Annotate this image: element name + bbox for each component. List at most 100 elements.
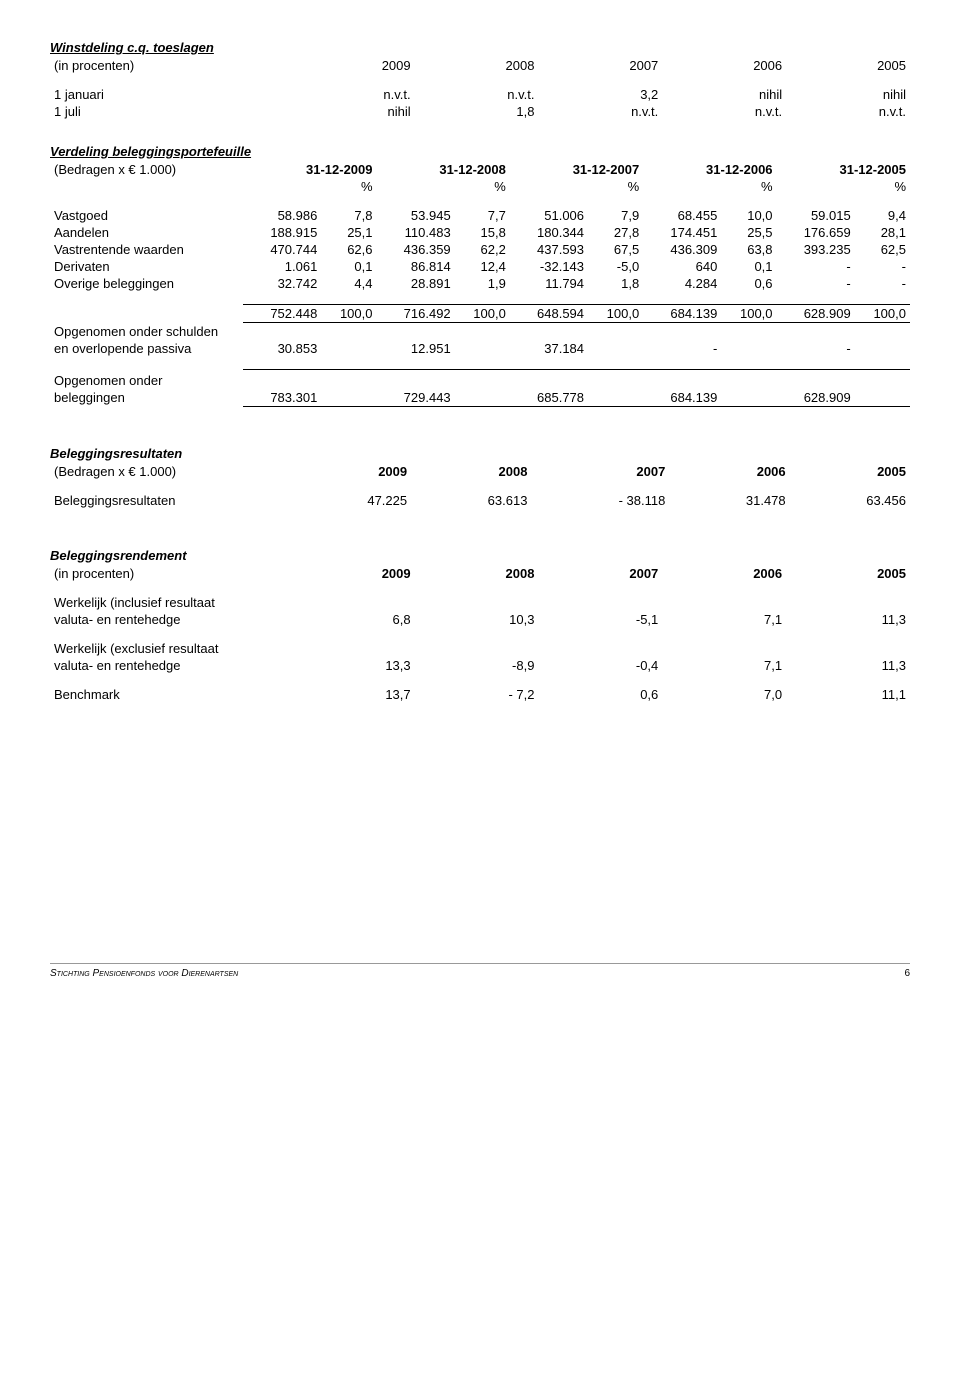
cell: 53.945	[377, 207, 455, 224]
footer-org: Stichting Pensioenfonds voor Dierenartse…	[50, 968, 238, 979]
cell: 13,3	[291, 657, 415, 674]
bedrag-label: (Bedragen x € 1.000)	[50, 463, 291, 480]
cell: 32.742	[243, 275, 321, 292]
cell: 0,1	[721, 258, 776, 275]
cell: 62,2	[455, 241, 510, 258]
cell: 51.006	[510, 207, 588, 224]
cell: 640	[643, 258, 721, 275]
cell: 110.483	[377, 224, 455, 241]
year-header: 2005	[786, 565, 910, 582]
cell: 7,1	[662, 611, 786, 628]
row-label: valuta- en rentehedge	[50, 611, 291, 628]
row-label: Derivaten	[50, 258, 243, 275]
cell: -0,4	[538, 657, 662, 674]
row-label: Opgenomen onder schulden	[50, 323, 243, 340]
year-header: 2007	[531, 463, 669, 480]
year-header: 2005	[790, 463, 910, 480]
cell: 12,4	[455, 258, 510, 275]
section-title-verdeling: Verdeling beleggingsportefeuille	[50, 144, 910, 159]
cell: n.v.t.	[786, 103, 910, 120]
cell: 25,5	[721, 224, 776, 241]
cell: 436.309	[643, 241, 721, 258]
row-label: beleggingen	[50, 389, 243, 407]
cell: 100,0	[588, 305, 643, 323]
cell: 436.359	[377, 241, 455, 258]
table-row: Werkelijk (exclusief resultaat	[50, 640, 910, 657]
cell: nihil	[662, 86, 786, 103]
year-header: 2008	[411, 463, 531, 480]
cell: 684.139	[643, 389, 721, 407]
cell: - 38.118	[531, 492, 669, 509]
cell: 31.478	[669, 492, 789, 509]
table-row: Benchmark13,7- 7,20,67,011,1	[50, 686, 910, 703]
cell: 1,9	[455, 275, 510, 292]
row-label: 1 januari	[50, 86, 291, 103]
in-procenten-label: (in procenten)	[50, 565, 291, 582]
rendement-table: (in procenten) 2009 2008 2007 2006 2005 …	[50, 565, 910, 703]
cell: 0,1	[321, 258, 376, 275]
year-header: 2008	[415, 57, 539, 74]
pct-header: %	[855, 178, 910, 195]
cell: 62,6	[321, 241, 376, 258]
row-label: Werkelijk (inclusief resultaat	[50, 594, 291, 611]
row-label: valuta- en rentehedge	[50, 657, 291, 674]
year-header: 2008	[415, 565, 539, 582]
cell: 9,4	[855, 207, 910, 224]
cell: -5,0	[588, 258, 643, 275]
section-title-rendement: Beleggingsrendement	[50, 548, 910, 563]
cell: n.v.t.	[415, 86, 539, 103]
table-row: Overige beleggingen32.7424,428.8911,911.…	[50, 275, 910, 292]
table-row: Vastrentende waarden470.74462,6436.35962…	[50, 241, 910, 258]
pct-header: %	[321, 178, 376, 195]
verdeling-table: (Bedragen x € 1.000) 31-12-2009 31-12-20…	[50, 161, 910, 407]
cell: 685.778	[510, 389, 588, 407]
cell: 15,8	[455, 224, 510, 241]
table-row: 1 januari n.v.t. n.v.t. 3,2 nihil nihil	[50, 86, 910, 103]
row-label: en overlopende passiva	[50, 340, 243, 357]
winstdeling-table: (in procenten) 2009 2008 2007 2006 2005 …	[50, 57, 910, 120]
cell: n.v.t.	[291, 86, 415, 103]
bedrag-label: (Bedragen x € 1.000)	[50, 161, 243, 178]
cell: - 7,2	[415, 686, 539, 703]
cell: 100,0	[855, 305, 910, 323]
cell: 628.909	[777, 389, 855, 407]
page-footer: Stichting Pensioenfonds voor Dierenartse…	[50, 963, 910, 979]
total-row: beleggingen 783.301 729.443 685.778 684.…	[50, 389, 910, 407]
cell: -	[777, 275, 855, 292]
cell: 100,0	[721, 305, 776, 323]
date-header: 31-12-2009	[243, 161, 376, 178]
cell: -32.143	[510, 258, 588, 275]
section-title-winstdeling: Winstdeling c.q. toeslagen	[50, 40, 910, 55]
year-header: 2006	[669, 463, 789, 480]
cell: 30.853	[243, 340, 321, 357]
cell: 1,8	[588, 275, 643, 292]
cell: 100,0	[321, 305, 376, 323]
table-row: en overlopende passiva 30.853 12.951 37.…	[50, 340, 910, 357]
table-row: 1 juli nihil 1,8 n.v.t. n.v.t. n.v.t.	[50, 103, 910, 120]
year-header: 2009	[291, 565, 415, 582]
date-header: 31-12-2007	[510, 161, 643, 178]
cell: 37.184	[510, 340, 588, 357]
year-header: 2009	[291, 57, 415, 74]
cell: 176.659	[777, 224, 855, 241]
cell: 684.139	[643, 305, 721, 323]
row-label: Werkelijk (exclusief resultaat	[50, 640, 291, 657]
resultaten-table: (Bedragen x € 1.000) 2009 2008 2007 2006…	[50, 463, 910, 509]
row-label: Overige beleggingen	[50, 275, 243, 292]
pct-header: %	[455, 178, 510, 195]
cell: 47.225	[291, 492, 411, 509]
subtotal-row: 752.448 100,0 716.492 100,0 648.594 100,…	[50, 305, 910, 323]
cell: 628.909	[777, 305, 855, 323]
cell: 10,3	[415, 611, 539, 628]
year-header: 2006	[662, 565, 786, 582]
cell: 716.492	[377, 305, 455, 323]
cell: 27,8	[588, 224, 643, 241]
cell: nihil	[291, 103, 415, 120]
cell: 62,5	[855, 241, 910, 258]
cell: 729.443	[377, 389, 455, 407]
cell: 174.451	[643, 224, 721, 241]
cell: 0,6	[538, 686, 662, 703]
row-label: Aandelen	[50, 224, 243, 241]
pct-header: %	[588, 178, 643, 195]
cell: 63.456	[790, 492, 910, 509]
